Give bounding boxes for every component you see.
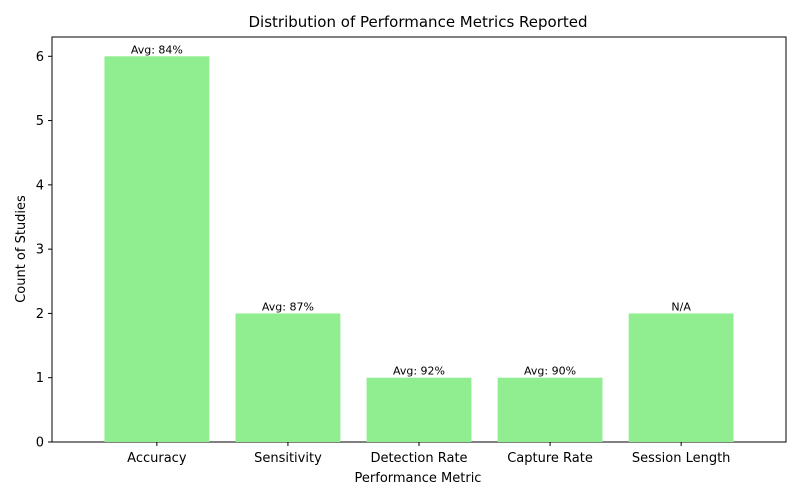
bar-sensitivity (235, 313, 341, 442)
y-tick-label: 6 (36, 50, 44, 65)
y-axis: 0 1 2 3 4 5 6 (36, 50, 52, 451)
data-label: Avg: 90% (524, 365, 576, 378)
x-axis-label: Performance Metric (355, 471, 482, 486)
bar-accuracy (104, 56, 210, 442)
data-label: Avg: 87% (262, 300, 314, 313)
y-tick-label: 1 (36, 371, 44, 386)
x-tick-label: Sensitivity (254, 451, 322, 466)
x-tick-label: Capture Rate (507, 451, 593, 466)
y-tick-label: 5 (36, 114, 44, 129)
x-tick-label: Detection Rate (370, 451, 467, 466)
y-tick-label: 0 (36, 436, 44, 451)
y-tick-label: 4 (36, 178, 44, 193)
chart-title: Distribution of Performance Metrics Repo… (248, 13, 587, 31)
data-label: Avg: 92% (393, 365, 445, 378)
x-tick-label: Accuracy (127, 451, 187, 466)
y-axis-label: Count of Studies (14, 195, 29, 303)
x-tick-label: Session Length (632, 451, 731, 466)
data-label: N/A (671, 300, 691, 313)
data-labels-group: Avg: 84% Avg: 87% Avg: 92% Avg: 90% N/A (131, 43, 691, 377)
plot-area: Avg: 84% Avg: 87% Avg: 92% Avg: 90% N/A 0 1 2 3… (36, 36, 787, 466)
bar-capture-rate (497, 377, 603, 442)
bars-group (104, 56, 734, 442)
y-tick-label: 2 (36, 307, 44, 322)
bar-session-length (628, 313, 734, 442)
x-axis: Accuracy Sensitivity Detection Rate Capture… (127, 442, 730, 466)
y-tick-label: 3 (36, 243, 44, 258)
bar-detection-rate (366, 377, 472, 442)
data-label: Avg: 84% (131, 43, 183, 56)
